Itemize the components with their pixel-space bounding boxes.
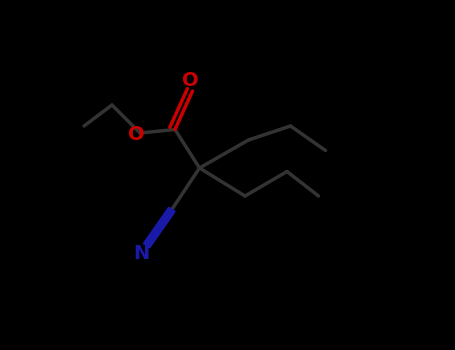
Text: O: O: [128, 125, 145, 144]
Text: O: O: [182, 71, 199, 90]
Text: N: N: [134, 244, 150, 263]
